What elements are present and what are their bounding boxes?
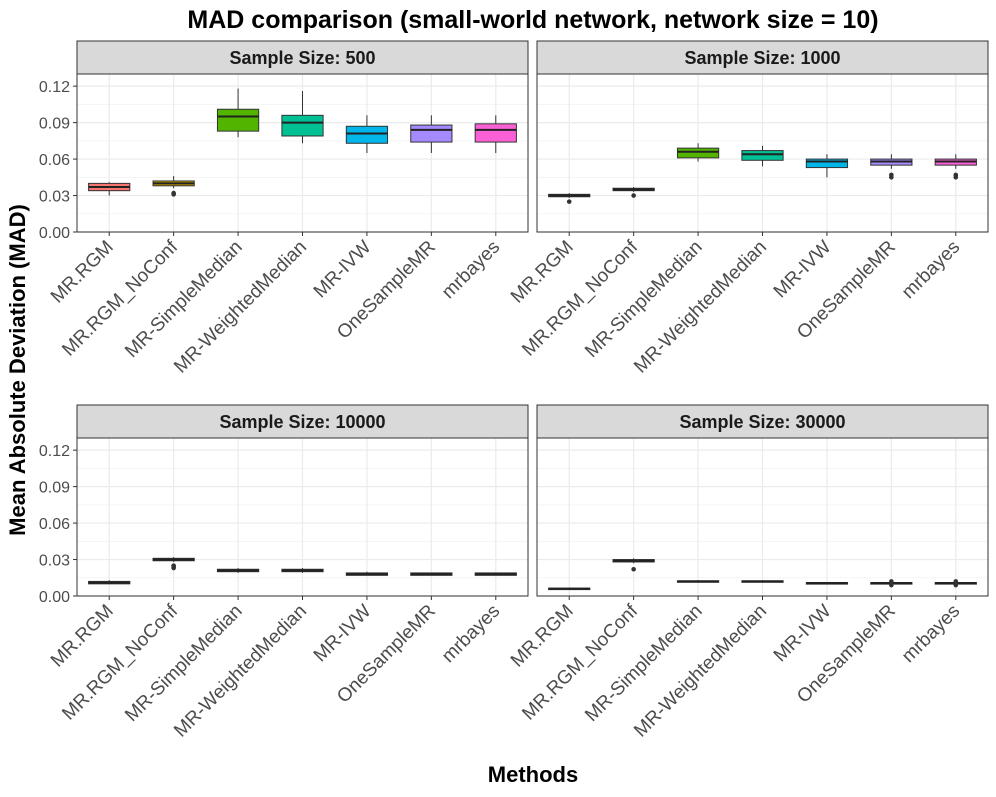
facet-strip-label: Sample Size: 500 [229, 48, 375, 68]
box-MR.RGM [548, 193, 591, 204]
outlier-point [631, 193, 636, 198]
x-tick-label: MR.RGM_NoConf [518, 600, 642, 724]
box-iqr [281, 114, 324, 137]
outlier-point [631, 566, 636, 572]
box-iqr [805, 158, 849, 169]
y-tick-label: 0.06 [39, 516, 70, 533]
x-tick-label: MR-WeightedMedian [170, 237, 311, 378]
outlier-point [953, 579, 959, 584]
box-OneSampleMR [410, 115, 453, 153]
outlier-point [953, 582, 959, 588]
facet-panels: Sample Size: 500 0.00 0.03 0.06 0.09 0.12 MR.R… [39, 40, 989, 742]
box-MR-SimpleMedian [216, 568, 260, 573]
box-OneSampleMR [410, 572, 453, 576]
x-tick-label: MR-SimpleMedian [121, 237, 246, 362]
facet-strip [536, 404, 989, 439]
x-tick-label: MR-IVW [310, 601, 376, 667]
x-tick-label: MR.RGM_NoConf [58, 236, 182, 360]
box-mrbayes [934, 579, 977, 588]
outlier-point [566, 199, 572, 204]
y-tick-label: 0.12 [39, 79, 70, 96]
box-MR-SimpleMedian [676, 580, 720, 583]
outlier-point [889, 579, 894, 584]
facet-panel: Sample Size: 30000MR.RGMMR.RGM_NoConfMR-… [507, 404, 989, 742]
x-tick-label: MR-WeightedMedian [630, 237, 771, 378]
facet-strip-label: Sample Size: 10000 [219, 412, 385, 432]
y-tick-label: 0.06 [39, 152, 70, 169]
box-MR-IVW [805, 154, 849, 178]
box-iqr [216, 108, 260, 132]
x-tick-label: MR-WeightedMedian [630, 601, 771, 742]
box-mrbayes [934, 154, 977, 180]
box-MR-WeightedMedian [281, 91, 324, 144]
y-tick-label: 0.12 [39, 443, 70, 460]
box-iqr [410, 124, 453, 143]
chart-title: MAD comparison (small-world network, net… [187, 6, 878, 34]
box-MR-SimpleMedian [676, 143, 720, 162]
box-iqr [345, 125, 389, 144]
outlier-point [889, 582, 894, 588]
box-MR.RGM [88, 580, 131, 585]
facet-strip [76, 40, 529, 75]
x-tick-label: mrbayes [438, 601, 504, 667]
box-OneSampleMR [870, 579, 913, 588]
box-MR-IVW [805, 581, 849, 585]
x-tick-label: mrbayes [898, 237, 964, 303]
x-tick-label: MR-IVW [770, 601, 836, 667]
box-mrbayes [474, 572, 517, 576]
box-MR-IVW [345, 571, 389, 576]
y-tick-label: 0.09 [39, 116, 70, 133]
outlier-point [889, 175, 894, 180]
box-MR.RGM [88, 182, 131, 196]
facet-strip-label: Sample Size: 1000 [684, 48, 840, 68]
facet-strip [536, 40, 989, 75]
box-MR.RGM_NoConf [612, 187, 655, 198]
box-MR-WeightedMedian [741, 145, 784, 167]
x-tick-label: MR.RGM_NoConf [58, 600, 182, 724]
facet-panel: Sample Size: 500 0.00 0.03 0.06 0.09 0.12 MR.R… [39, 40, 529, 378]
x-tick-label: MR-SimpleMedian [581, 601, 706, 726]
y-tick-label: 0.03 [39, 189, 70, 206]
facet-strip [76, 404, 529, 439]
facet-strip-label: Sample Size: 30000 [679, 412, 845, 432]
y-axis-title: Mean Absolute Deviation (MAD) [5, 204, 30, 536]
outlier-point [171, 565, 176, 571]
x-tick-label: MR-SimpleMedian [581, 237, 706, 362]
box-MR.RGM_NoConf [612, 558, 655, 572]
x-tick-label: MR-IVW [770, 237, 836, 303]
outlier-point [953, 175, 959, 180]
x-tick-label: mrbayes [438, 237, 504, 303]
y-tick-label: 0.00 [39, 589, 70, 606]
box-MR.RGM_NoConf [152, 557, 195, 571]
y-tick-label: 0.03 [39, 553, 70, 570]
facet-panel: Sample Size: 10000 0.00 0.03 0.06 0.09 0.12 MR… [39, 404, 529, 742]
box-MR-WeightedMedian [741, 580, 784, 583]
box-mrbayes [474, 115, 517, 153]
x-tick-label: MR-IVW [310, 237, 376, 303]
y-tick-label: 0.00 [39, 225, 70, 242]
x-tick-label: MR-SimpleMedian [121, 601, 246, 726]
box-MR.RGM_NoConf [152, 176, 195, 197]
x-tick-label: MR-WeightedMedian [170, 601, 311, 742]
box-MR-WeightedMedian [281, 568, 324, 573]
x-tick-label: MR.RGM_NoConf [518, 236, 642, 360]
box-OneSampleMR [870, 154, 913, 180]
box-MR.RGM [548, 587, 591, 591]
box-iqr [474, 123, 517, 143]
y-tick-label: 0.09 [39, 480, 70, 497]
x-tick-label: mrbayes [898, 601, 964, 667]
outlier-point [171, 190, 176, 196]
x-axis-title: Methods [488, 762, 578, 787]
box-MR-IVW [345, 115, 389, 153]
box-iqr [676, 147, 720, 159]
box-MR-SimpleMedian [216, 88, 260, 138]
facet-panel: Sample Size: 1000MR.RGMMR.RGM_NoConfMR-S… [507, 40, 989, 378]
box-iqr [741, 150, 784, 161]
